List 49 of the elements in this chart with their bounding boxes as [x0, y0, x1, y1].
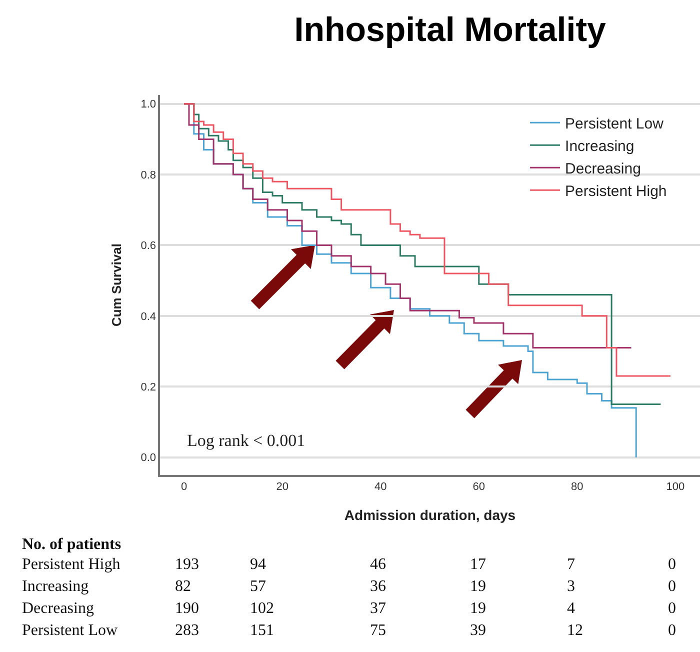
text: 102 [250, 600, 274, 618]
text: 0 [668, 578, 676, 596]
x-tick-label: 20 [276, 480, 288, 493]
text: 39 [470, 622, 486, 640]
text: 94 [250, 556, 266, 574]
text: 193 [175, 556, 199, 574]
text: 57 [250, 578, 266, 596]
y-tick-label: 0.4 [140, 310, 156, 323]
text: 19 [470, 600, 486, 618]
text: 7 [567, 556, 575, 574]
text: Persistent Low [22, 622, 118, 640]
legend-label: Increasing [565, 138, 634, 155]
x-tick-label: 60 [472, 480, 486, 493]
text: 82 [175, 578, 191, 596]
y-axis-title: Cum Survival [109, 243, 124, 327]
text: 190 [175, 600, 199, 618]
x-tick-label: 100 [666, 480, 685, 493]
text: 75 [370, 622, 386, 640]
y-tick-label: 0.8 [140, 169, 156, 182]
text: 0 [668, 600, 676, 618]
legend-label: Persistent High [565, 183, 667, 200]
text: Increasing [22, 578, 89, 596]
x-tick-label: 0 [181, 480, 188, 493]
y-tick-label: 0.2 [140, 381, 156, 394]
chart-title: Inhospital Mortality [294, 11, 606, 50]
text: No. of patients [22, 536, 122, 554]
x-tick-label: 80 [571, 480, 584, 493]
x-axis-title: Admission duration, days [344, 506, 516, 523]
text: 17 [470, 556, 486, 574]
text: 0 [668, 622, 676, 640]
text: 3 [567, 578, 575, 596]
legend-label: Decreasing [565, 160, 641, 178]
y-tick-label: 0.0 [140, 452, 156, 464]
y-tick-label: 0.6 [140, 240, 156, 252]
text: 0 [668, 556, 676, 574]
x-tick-label: 40 [374, 480, 387, 493]
text: Decreasing [22, 600, 94, 618]
text: 12 [567, 622, 583, 640]
text: Persistent High [22, 556, 120, 574]
annotation: Log rank < 0.001 [187, 431, 306, 450]
legend-label: Persistent Low [565, 116, 664, 132]
text: 283 [175, 622, 199, 640]
y-tick-label: 1.0 [140, 98, 156, 111]
text: 4 [567, 600, 575, 618]
text: 37 [370, 600, 386, 618]
text: 46 [370, 556, 386, 574]
text: 19 [470, 578, 486, 596]
text: 151 [250, 622, 274, 640]
text: 36 [370, 578, 386, 596]
